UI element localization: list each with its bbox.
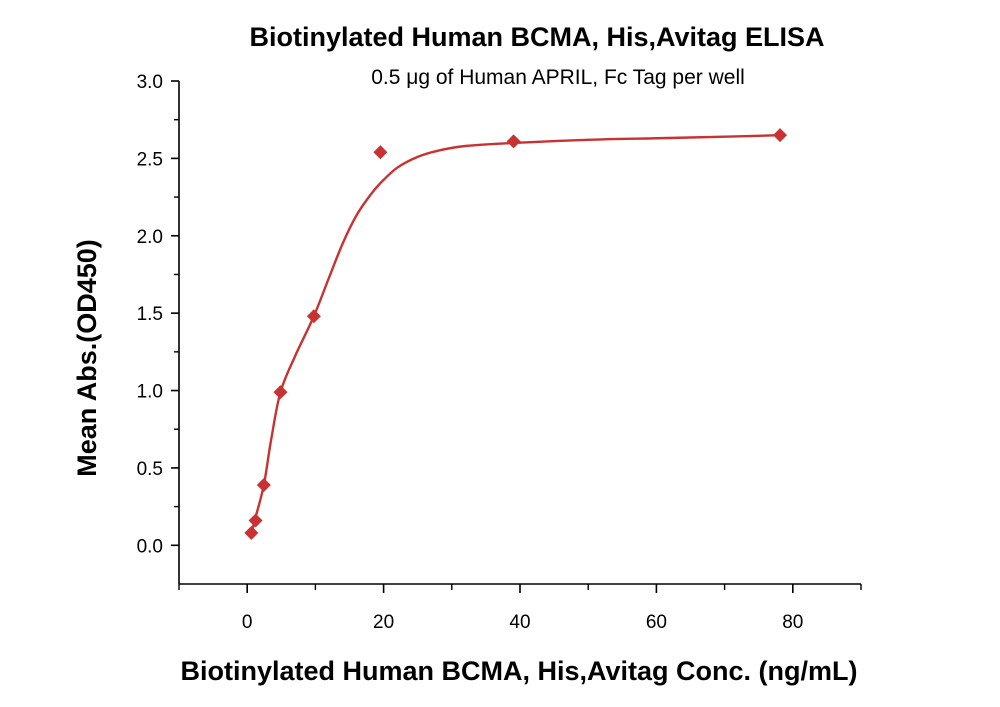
y-axis-label: Mean Abs.(OD450) xyxy=(72,239,102,477)
x-tick-label: 60 xyxy=(646,612,667,633)
y-tick-label: 0.5 xyxy=(137,459,163,480)
fit-curve xyxy=(250,133,781,534)
data-point xyxy=(248,513,263,528)
x-tick-label: 20 xyxy=(373,612,394,633)
x-tick-label: 40 xyxy=(509,612,530,633)
y-tick-label: 1.5 xyxy=(137,304,163,325)
y-tick-label: 2.0 xyxy=(137,227,163,248)
chart-subtitle: 0.5 μg of Human APRIL, Fc Tag per well xyxy=(371,66,745,89)
data-point xyxy=(506,134,521,149)
data-point xyxy=(373,145,388,160)
data-point xyxy=(273,385,288,400)
x-axis-label: Biotinylated Human BCMA, His,Avitag Conc… xyxy=(180,656,857,686)
data-point xyxy=(773,128,788,143)
y-tick-label: 2.5 xyxy=(137,149,163,170)
y-tick-label: 1.0 xyxy=(137,382,163,403)
x-tick-label: 0 xyxy=(242,612,253,633)
data-point xyxy=(244,525,259,540)
data-point xyxy=(306,309,321,324)
chart-title: Biotinylated Human BCMA, His,Avitag ELIS… xyxy=(249,22,824,52)
axes: 0.0 0.5 1.0 1.5 2.0 2.5 3.0 0 20 40 60 80 xyxy=(137,72,862,633)
fit-curve-layer xyxy=(250,133,781,534)
y-tick-label: 0.0 xyxy=(137,536,163,557)
y-tick-label: 3.0 xyxy=(137,72,163,93)
data-point xyxy=(256,477,271,492)
x-tick-label: 80 xyxy=(782,612,803,633)
data-points-layer xyxy=(244,128,788,540)
